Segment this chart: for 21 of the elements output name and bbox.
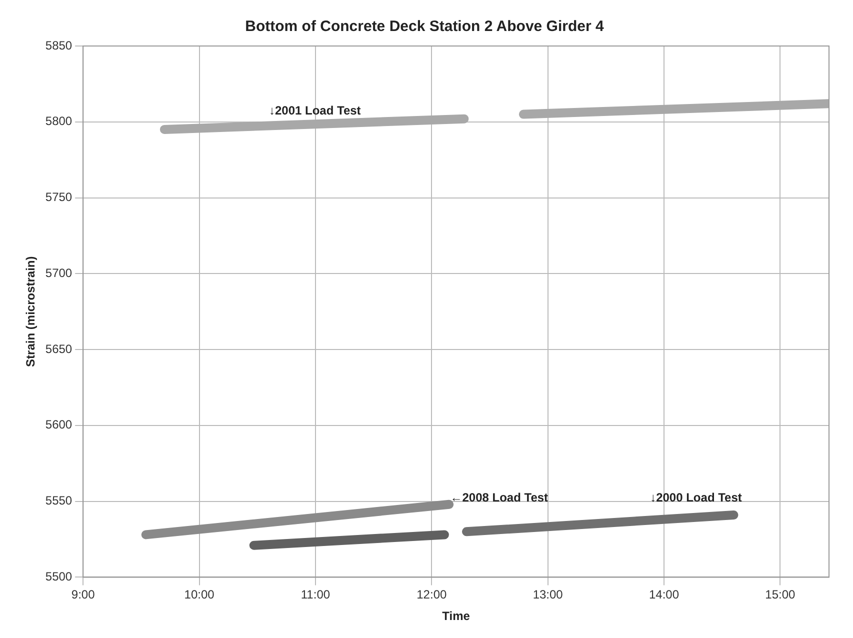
y-tick-label: 5800 (45, 114, 72, 128)
x-tick-label: 15:00 (765, 588, 796, 602)
y-tick-label: 5500 (45, 570, 72, 584)
x-tick-label: 14:00 (649, 588, 680, 602)
x-tick-label: 11:00 (300, 588, 330, 602)
x-tick-label: 12:00 (416, 588, 447, 602)
y-tick-label: 5850 (45, 38, 72, 52)
y-axis-title: Strain (microstrain) (24, 256, 38, 367)
annotation: ↓2001 Load Test (268, 104, 361, 118)
chart-title: Bottom of Concrete Deck Station 2 Above Girder 4 (245, 18, 604, 36)
x-axis-title: Time (442, 609, 470, 624)
y-tick-label: 5600 (45, 418, 72, 432)
x-tick-label: 13:00 (532, 588, 564, 602)
annotation: ←2008 Load Test (450, 490, 548, 505)
x-tick-label: 10:00 (184, 588, 215, 602)
annotation: ↓2000 Load Test (650, 490, 742, 505)
y-tick-label: 5750 (45, 190, 72, 204)
y-tick-label: 5550 (45, 494, 72, 508)
x-tick-label: 9:00 (71, 588, 96, 602)
y-tick-label: 5700 (45, 266, 72, 280)
y-tick-label: 5650 (45, 342, 72, 356)
